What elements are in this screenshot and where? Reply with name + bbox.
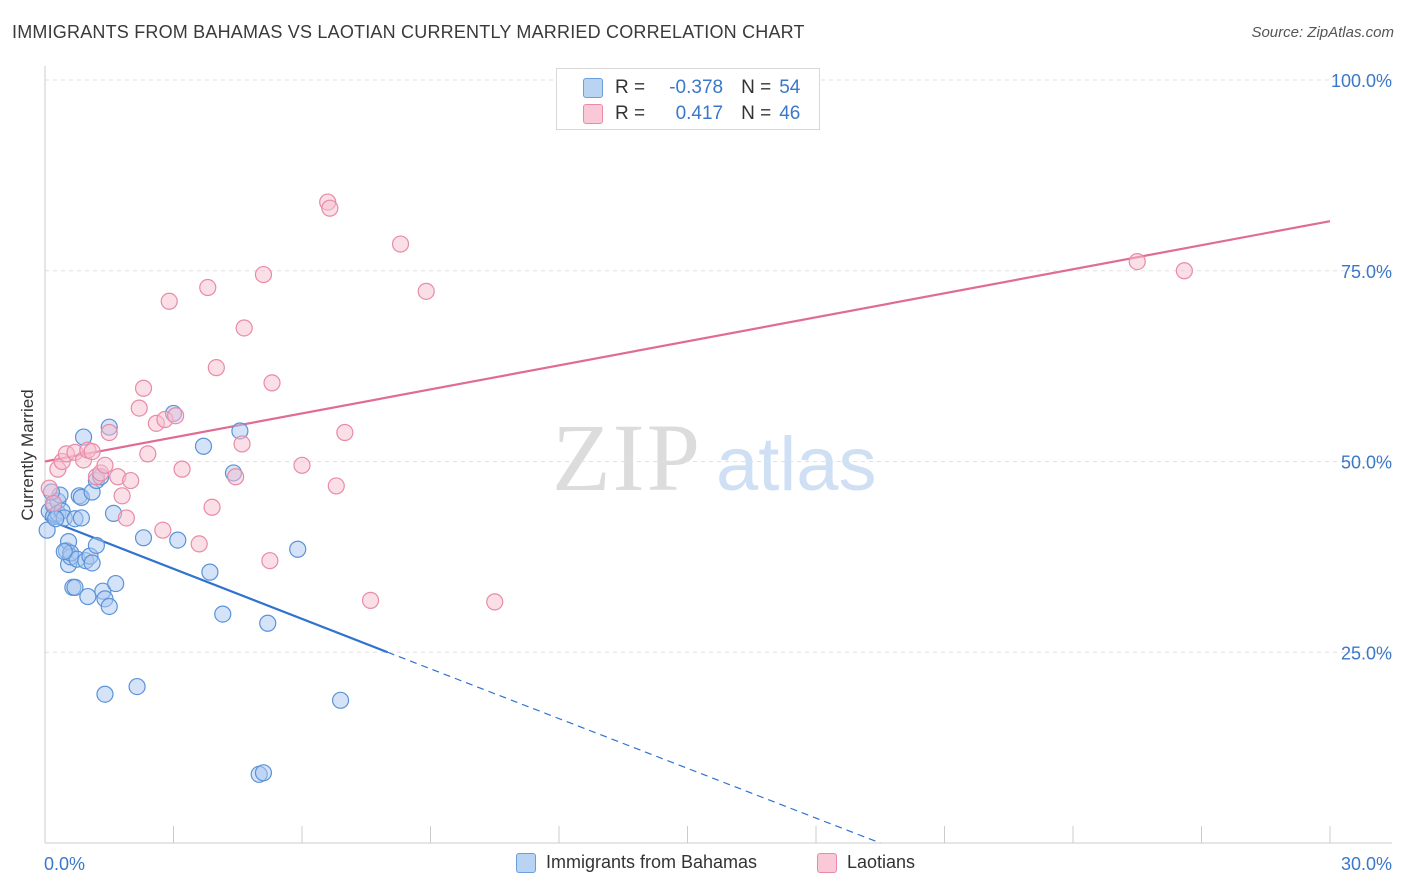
data-point — [289, 540, 307, 558]
data-point — [1128, 252, 1146, 271]
data-point — [194, 437, 213, 455]
y-tick-label: 75.0% — [1341, 262, 1392, 282]
data-point — [235, 319, 253, 337]
data-point — [190, 535, 208, 553]
legend-r-value: -0.378 — [669, 77, 724, 98]
data-point — [417, 282, 435, 300]
data-point — [96, 456, 114, 474]
data-point — [83, 442, 101, 461]
data-point — [100, 423, 118, 442]
legend-swatch-pink — [817, 852, 837, 873]
legend-item-bahamas: Immigrants from Bahamas — [516, 852, 757, 873]
data-point — [261, 552, 279, 570]
data-point — [113, 487, 131, 505]
data-point — [122, 471, 140, 490]
data-point — [361, 591, 380, 609]
legend-n-label: N = — [741, 103, 772, 124]
data-point — [391, 235, 410, 253]
legend-r-label: R = — [615, 103, 646, 124]
tick-labels: 25.0% 50.0% 75.0% 100.0% 0.0% 30.0% — [44, 71, 1392, 874]
data-point — [130, 399, 148, 417]
data-points — [38, 193, 1193, 783]
data-point — [44, 494, 63, 513]
trendline-extension — [387, 651, 881, 844]
watermark-zip: ZIP — [552, 404, 702, 511]
data-point — [79, 587, 97, 606]
legend-n-value: 54 — [779, 77, 801, 98]
data-point — [254, 265, 273, 284]
x-tick-label: 30.0% — [1341, 854, 1392, 874]
gridlines — [45, 79, 1392, 653]
legend-r-value: 0.417 — [675, 103, 724, 124]
data-point — [203, 498, 221, 516]
data-point — [263, 374, 281, 392]
data-point — [134, 529, 153, 547]
data-point — [167, 407, 185, 425]
legend-swatch-blue — [516, 852, 536, 873]
legend-label-laotians: Laotians — [847, 852, 916, 872]
data-point — [259, 614, 277, 632]
x-tick-label: 0.0% — [44, 854, 85, 874]
y-tick-label: 25.0% — [1341, 643, 1392, 663]
legend-n-value: 46 — [779, 103, 801, 124]
legend-item-laotians: Laotians — [817, 852, 915, 873]
legend-swatch-pink — [583, 104, 603, 124]
axes — [44, 66, 1392, 844]
data-point — [327, 477, 345, 495]
data-point — [486, 593, 504, 611]
data-point — [134, 379, 153, 397]
data-point — [66, 578, 84, 596]
data-point — [72, 509, 91, 527]
legend-label-bahamas: Immigrants from Bahamas — [546, 852, 758, 872]
watermark: ZIP atlas — [552, 404, 877, 511]
data-point — [293, 456, 311, 474]
data-point — [100, 597, 118, 616]
legend-row-bahamas: R = -0.378 N = 54 — [583, 76, 800, 100]
data-point — [169, 531, 187, 549]
y-tick-label: 50.0% — [1341, 453, 1392, 473]
data-point — [139, 445, 157, 463]
data-point — [173, 460, 191, 478]
data-point — [83, 554, 101, 572]
data-point — [38, 521, 56, 539]
data-point — [199, 278, 217, 297]
data-point — [227, 468, 245, 486]
legend-row-laotians: R = 0.417 N = 46 — [583, 102, 800, 126]
correlation-legend: R = -0.378 N = 54 R = 0.417 N = 46 — [556, 68, 820, 130]
data-point — [331, 691, 350, 709]
data-point — [207, 359, 225, 377]
trendlines — [44, 220, 1331, 844]
data-point — [254, 764, 273, 782]
legend-r-label: R = — [615, 77, 646, 98]
data-point — [128, 677, 146, 696]
y-tick-label: 100.0% — [1331, 71, 1392, 91]
data-point — [201, 563, 219, 581]
data-point — [233, 435, 251, 453]
data-point — [55, 542, 73, 561]
y-axis-label: Currently Married — [18, 389, 37, 521]
data-point — [87, 536, 106, 555]
data-point — [40, 479, 58, 497]
data-point — [117, 509, 135, 527]
trendline — [44, 220, 1331, 463]
chart-title: IMMIGRANTS FROM BAHAMAS VS LAOTIAN CURRE… — [12, 22, 805, 42]
data-point — [1175, 262, 1193, 280]
legend-swatch-blue — [583, 78, 603, 98]
data-point — [214, 605, 232, 623]
data-point — [96, 685, 114, 703]
data-point — [154, 521, 172, 539]
data-point — [336, 423, 354, 442]
data-point — [107, 574, 125, 593]
data-point — [321, 199, 339, 217]
legend-n-label: N = — [741, 77, 772, 98]
source-credit: Source: ZipAtlas.com — [1251, 24, 1394, 41]
data-point — [160, 292, 178, 310]
data-point — [47, 510, 65, 528]
watermark-atlas: atlas — [716, 422, 877, 507]
